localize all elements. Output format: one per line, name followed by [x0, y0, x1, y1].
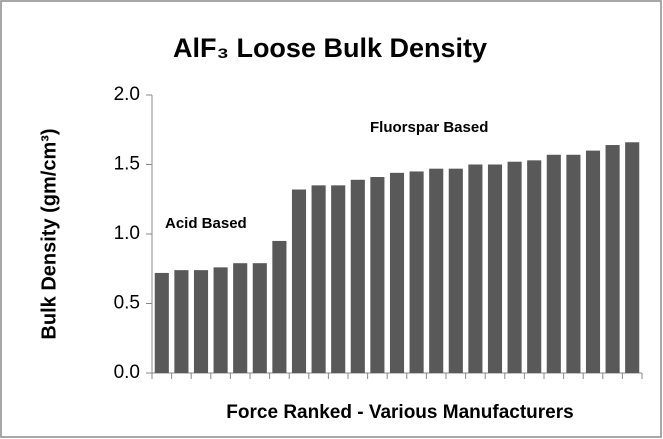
y-tick-label: 0.5: [114, 293, 140, 314]
bar: [154, 272, 169, 373]
bar: [370, 177, 385, 373]
y-axis-label: Bulk Density (gm/cm³): [38, 128, 60, 339]
x-axis-label: Force Ranked - Various Manufacturers: [226, 402, 573, 423]
bar: [291, 189, 307, 373]
y-tick-label: 1.0: [114, 223, 140, 244]
y-tick-label: 2.0: [114, 84, 140, 105]
bar: [213, 267, 228, 373]
bar: [487, 164, 503, 373]
bar: [311, 185, 326, 373]
bar: [409, 171, 424, 373]
chart-title: AlF₃ Loose Bulk Density: [173, 33, 487, 63]
annotation: Fluorspar Based: [370, 119, 488, 136]
annotation: Acid Based: [165, 215, 247, 232]
bar: [448, 168, 463, 373]
bar: [625, 142, 640, 373]
bar: [174, 270, 189, 373]
bar: [331, 185, 346, 373]
bar: [389, 172, 405, 373]
bar: [252, 263, 267, 373]
bar: [546, 154, 561, 373]
bar: [468, 164, 483, 373]
bar: [272, 240, 287, 373]
y-tick-label: 1.5: [114, 154, 140, 175]
bar: [566, 154, 581, 373]
bar: [429, 168, 444, 373]
bar: [193, 270, 209, 373]
bar: [527, 160, 542, 373]
bar: [233, 263, 248, 373]
bar: [507, 161, 522, 373]
bar: [350, 179, 365, 373]
y-tick-label: 0.0: [114, 362, 140, 383]
bar: [585, 150, 601, 373]
bar: [605, 145, 620, 373]
